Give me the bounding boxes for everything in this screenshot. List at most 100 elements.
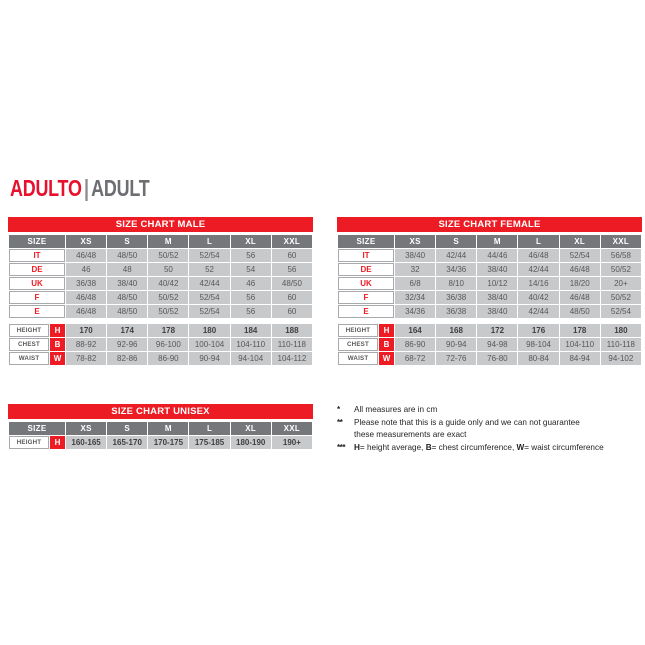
footnote-text: Please note that this is a guide only an… [354, 417, 580, 427]
spacer-cell [338, 319, 641, 323]
table-cell: 178 [559, 324, 600, 337]
table-cell: 32/34 [395, 291, 436, 304]
table-cell: 76-80 [477, 352, 518, 365]
table-cell: 50/52 [600, 291, 641, 304]
measure-label-group: WAIST W [338, 352, 394, 365]
measure-badge-b: B [379, 338, 394, 351]
table-cell: 50 [148, 263, 189, 276]
table-cell: 42/44 [518, 305, 559, 318]
table-cell: 104-112 [271, 352, 312, 365]
table-cell: 180 [600, 324, 641, 337]
footnote-marker: * [337, 405, 340, 414]
table-row: HEIGHT H 170 174 178 180 184 188 [9, 324, 312, 337]
table-cell: 180-190 [230, 436, 271, 449]
table-cell: 94-102 [600, 352, 641, 365]
footnote-item: * All measures are in cm [337, 404, 642, 417]
footnote-text: H= height average, B= chest circumferenc… [354, 442, 604, 452]
table-cell: 94-104 [230, 352, 271, 365]
row-label-waist: WAIST W [338, 352, 394, 365]
measure-badge-h: H [379, 324, 394, 337]
table-cell: 50/52 [148, 305, 189, 318]
table-cell: 164 [395, 324, 436, 337]
column-header-m: M [148, 235, 189, 248]
column-header-xxl: XXL [271, 235, 312, 248]
table-cell: 56 [230, 249, 271, 262]
table-cell: 80-84 [518, 352, 559, 365]
table-cell: 48/50 [559, 305, 600, 318]
row-label-chest: CHEST B [338, 338, 394, 351]
size-chart-unisex-body: SIZE XS S M L XL XXL HEIGHT H 160-165 165-170 170-1… [9, 422, 312, 449]
column-header-xs: XS [66, 235, 107, 248]
table-cell: 10/12 [477, 277, 518, 290]
measure-label-group: HEIGHT H [9, 324, 65, 337]
column-header-m: M [148, 422, 189, 435]
row-label-f: F [338, 291, 394, 304]
table-cell: 40/42 [518, 291, 559, 304]
row-label-waist: WAIST W [9, 352, 65, 365]
size-chart-male-title: SIZE CHART MALE [8, 217, 313, 232]
table-cell: 36/38 [436, 291, 477, 304]
footnote-marker: ** [337, 417, 343, 427]
table-cell: 46/48 [66, 291, 107, 304]
table-header-row: SIZE XS S M L XL XXL [338, 235, 641, 248]
column-header-xs: XS [66, 422, 107, 435]
measure-label-group: HEIGHT H [338, 324, 394, 337]
table-cell: 92-96 [107, 338, 148, 351]
table-cell: 34/36 [395, 305, 436, 318]
column-header-l: L [189, 422, 230, 435]
table-cell: 170-175 [148, 436, 189, 449]
table-cell: 168 [436, 324, 477, 337]
footnote-marker: *** [337, 442, 346, 452]
table-cell: 60 [271, 249, 312, 262]
table-cell: 6/8 [395, 277, 436, 290]
size-chart-male-table: SIZE XS S M L XL XXL IT 46/48 48/50 50/52 52/54 56 60… [8, 234, 313, 366]
measure-label-group: CHEST B [338, 338, 394, 351]
table-cell: 100-104 [189, 338, 230, 351]
column-header-xxl: XXL [600, 235, 641, 248]
table-cell: 178 [148, 324, 189, 337]
table-cell: 56 [230, 305, 271, 318]
table-cell: 48/50 [107, 305, 148, 318]
table-cell: 60 [271, 305, 312, 318]
table-cell: 56 [230, 291, 271, 304]
column-header-size: SIZE [338, 235, 394, 248]
table-header-row: SIZE XS S M L XL XXL [9, 422, 312, 435]
table-cell: 82-86 [107, 352, 148, 365]
table-cell: 50/52 [148, 291, 189, 304]
table-row-spacer [338, 319, 641, 323]
table-cell: 32 [395, 263, 436, 276]
page-title-primary: ADULTO [10, 175, 82, 201]
table-row: HEIGHT H 160-165 165-170 170-175 175-185 180-1… [9, 436, 312, 449]
table-cell: 48 [107, 263, 148, 276]
table-row: IT 46/48 48/50 50/52 52/54 56 60 [9, 249, 312, 262]
row-label-height: HEIGHT H [9, 324, 65, 337]
table-cell: 188 [271, 324, 312, 337]
measure-badge-b: B [50, 338, 65, 351]
table-cell: 46 [66, 263, 107, 276]
row-label-uk: UK [338, 277, 394, 290]
table-cell: 184 [230, 324, 271, 337]
table-cell: 50/52 [148, 249, 189, 262]
size-chart-unisex-title: SIZE CHART UNISEX [8, 404, 313, 419]
table-cell: 8/10 [436, 277, 477, 290]
measure-label-text: WAIST [9, 352, 49, 365]
table-cell: 56 [271, 263, 312, 276]
row-label-f: F [9, 291, 65, 304]
table-cell: 180 [189, 324, 230, 337]
table-cell: 46/48 [559, 291, 600, 304]
measure-badge-h: H [50, 324, 65, 337]
table-row: F 32/34 36/38 38/40 40/42 46/48 50/52 [338, 291, 641, 304]
table-row: E 46/48 48/50 50/52 52/54 56 60 [9, 305, 312, 318]
table-cell: 52 [189, 263, 230, 276]
table-row: DE 32 34/36 38/40 42/44 46/48 50/52 [338, 263, 641, 276]
table-cell: 160-165 [66, 436, 107, 449]
row-label-it: IT [9, 249, 65, 262]
column-header-l: L [189, 235, 230, 248]
row-label-e: E [9, 305, 65, 318]
size-chart-female-title: SIZE CHART FEMALE [337, 217, 642, 232]
table-cell: 98-104 [518, 338, 559, 351]
spacer-cell [9, 319, 312, 323]
table-row: F 46/48 48/50 50/52 52/54 56 60 [9, 291, 312, 304]
column-header-size: SIZE [9, 422, 65, 435]
table-cell: 48/50 [107, 249, 148, 262]
